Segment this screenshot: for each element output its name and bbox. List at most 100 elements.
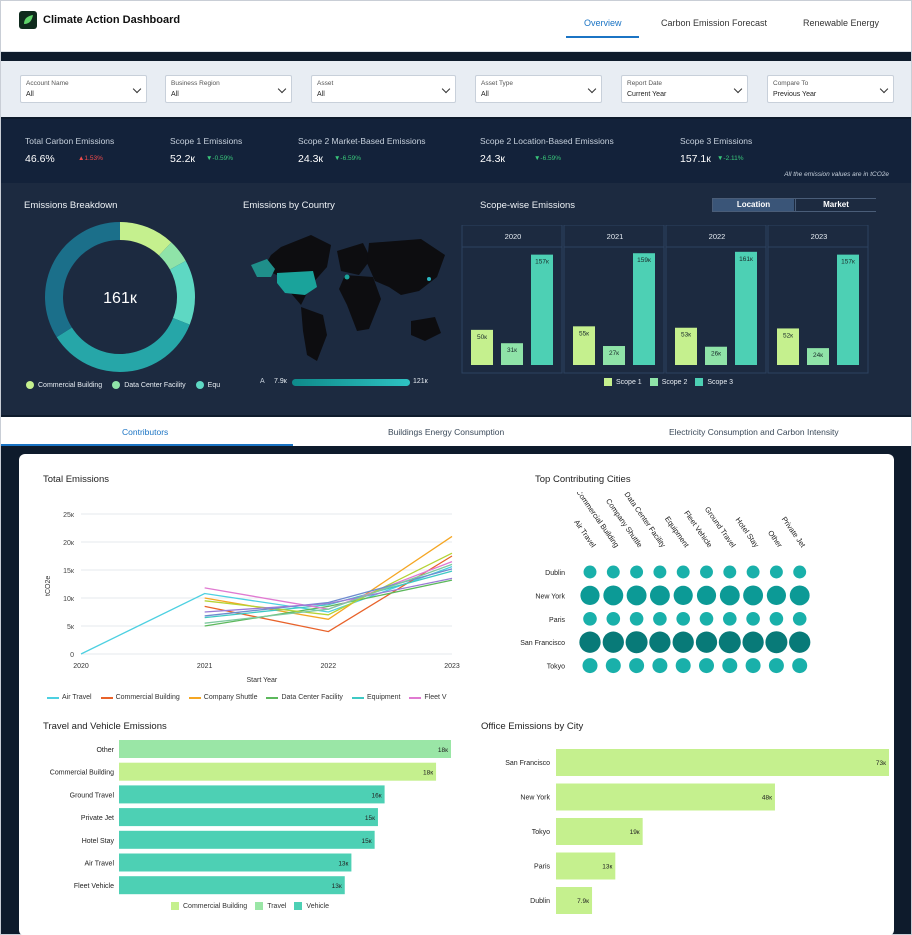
y-tick-label: 25к [63,512,75,519]
x-tick-label: 2021 [197,663,213,670]
kpi-label: Scope 1 Emissions [170,136,243,146]
filter-account-name[interactable]: Account Name All [20,75,147,103]
chevron-down-icon [733,84,743,94]
total-emissions-line-chart: 0 5к 10к 15к 20к 25к 2020 2021 2022 2023 Start Yea… [45,512,460,684]
city-bubble [649,631,671,653]
tab-renewable-energy[interactable]: Renewable Energy [803,18,880,28]
tab-buildings-energy[interactable]: Buildings Energy Consumption [388,427,505,437]
tab-contributors[interactable]: Contributors [122,427,169,437]
marker-dot [344,274,350,280]
legend-swatch [47,696,59,699]
filter-asset[interactable]: Asset All [311,75,456,103]
city-bubble [579,631,601,653]
y-tick-label: 15к [63,568,75,575]
scope-bar-label: 159к [637,257,651,264]
legend-swatch [255,902,264,910]
tab-carbon-emission-forecast[interactable]: Carbon Emission Forecast [661,18,768,28]
bar-value-label: 16к [372,792,382,799]
city-bubble [649,585,670,606]
category-label: San Francisco [505,760,550,767]
series-line [204,570,453,619]
filter-label: Business Region [171,80,220,87]
city-bubble [769,612,784,626]
city-bubble [722,658,738,674]
legend-label: Scope 1 [616,378,642,386]
row-label: Paris [549,617,565,624]
scope-bar-label: 26к [711,351,721,358]
tab-electricity-carbon[interactable]: Electricity Consumption and Carbon Inten… [669,427,839,437]
north-america-shape [263,235,331,305]
europe-shape [337,243,371,275]
filter-asset-type[interactable]: Asset Type All [475,75,602,103]
category-label: Hotel Stay [82,838,115,845]
city-bubble [676,565,690,579]
chevron-down-icon [277,84,287,94]
city-bubble [769,565,783,579]
series-line [204,552,453,616]
breakdown-title: Emissions Breakdown [24,200,118,211]
city-bubble [653,565,667,579]
marker-dot [427,277,431,281]
toggle-market[interactable]: Market [795,199,876,211]
legend-label: Vehicle [306,902,329,910]
chevron-down-icon [441,84,451,94]
chevron-down-icon [587,84,597,94]
legend-swatch [171,902,179,910]
scope-bar [777,328,799,365]
filter-business-region[interactable]: Business Region All [165,75,292,103]
contributors-panel: Total Emissions 0 5к 10к 15к 20к 25к 2020 2021 2… [19,454,894,935]
column-label: Hotel Stay [734,516,761,550]
row-label: New York [535,593,565,600]
legend-swatch [188,696,201,699]
kpi-label: Scope 3 Emissions [680,136,753,146]
city-bubble [626,585,647,606]
city-bubble [583,612,597,626]
legend-swatch [26,381,34,389]
series-line [204,579,453,627]
filter-value: All [171,91,179,98]
category-label: Air Travel [84,861,114,868]
chevron-down-icon [132,84,142,94]
app-title: Climate Action Dashboard [43,14,181,26]
y-tick-label: 0 [70,652,74,659]
legend-label: Commercial Building [183,902,248,910]
scope-bar [633,253,655,365]
legend-swatch [112,381,121,389]
travel-bar [119,808,378,827]
city-bubble [793,565,807,579]
category-label: Paris [534,864,550,871]
active-tab-indicator [1,444,293,446]
legend-swatch [695,378,704,386]
office-title: Office Emissions by City [481,721,584,732]
filter-label: Report Date [627,80,663,87]
city-bubble [603,585,624,606]
bar-value-label: 15к [365,815,375,822]
donut-center-label: 161к [103,290,138,307]
bar-value-label: 18к [438,747,448,754]
tab-overview[interactable]: Overview [584,18,622,28]
toggle-location[interactable]: Location [713,199,794,211]
office-bar [556,818,643,845]
row-label: Tokyo [547,664,565,671]
travel-bar [119,830,375,849]
city-bubble [746,612,760,626]
city-bubble [746,565,760,579]
category-label: Dublin [530,898,550,905]
legend-label: Air Travel [62,694,92,701]
city-bubble [718,631,741,654]
chevron-down-icon [879,84,889,94]
column-label: Air Travel [572,518,598,549]
category-label: New York [520,795,550,802]
filter-report-date[interactable]: Report Date Current Year [621,75,748,103]
city-bubble [792,658,808,674]
scope-bar [501,343,523,365]
series-line [204,563,453,624]
city-bubble [789,631,811,653]
filter-compare-to[interactable]: Compare To Previous Year [767,75,894,103]
x-tick-label: 2020 [73,663,89,670]
city-bubble [625,631,648,654]
city-bubble [672,631,694,653]
map-legend-max: 121к [413,378,428,385]
filter-value: Current Year [627,91,667,98]
category-label: Other [96,747,114,754]
